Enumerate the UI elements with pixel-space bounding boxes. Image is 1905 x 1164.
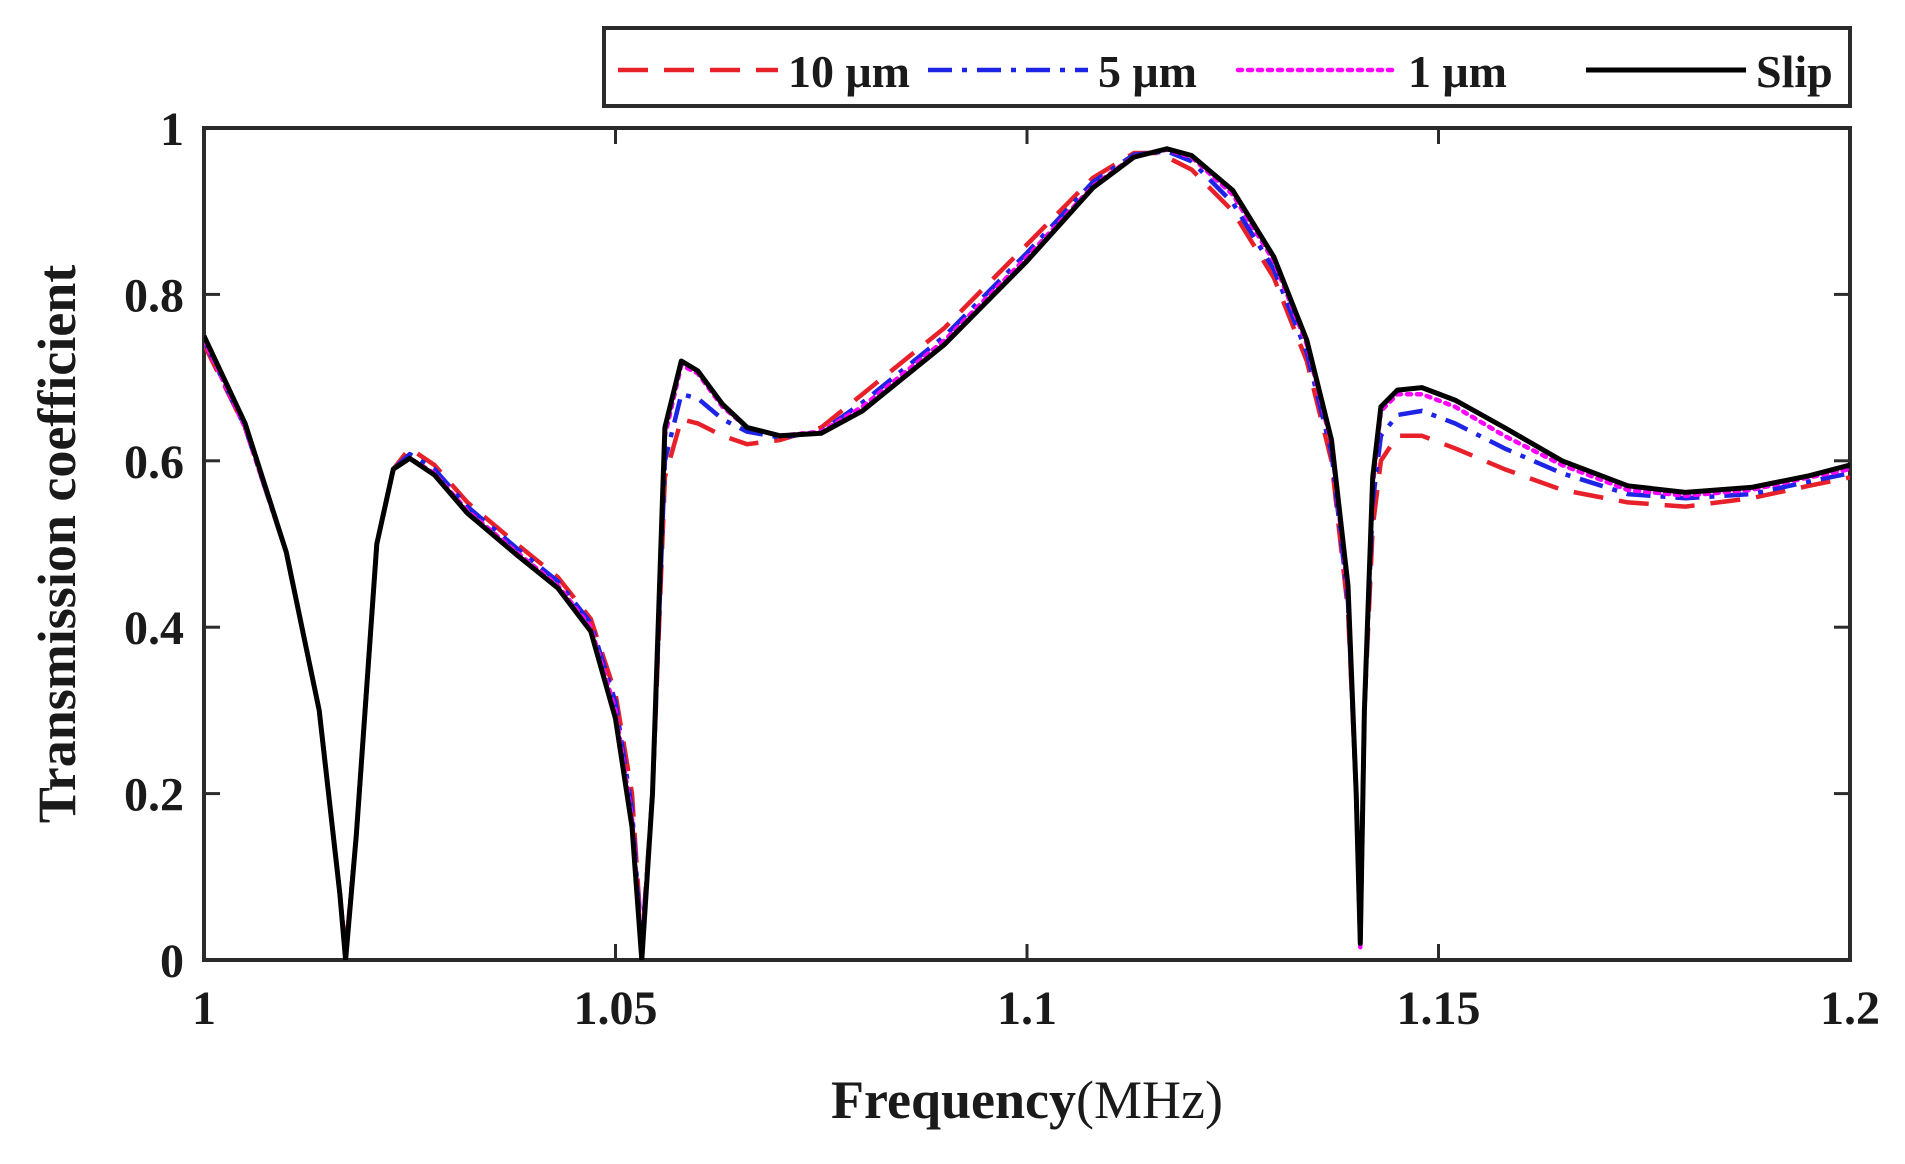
plot-area-frame	[202, 126, 1852, 962]
x-axis-label: Frequency(MHz)	[831, 1070, 1223, 1130]
y-tick-label-5: 1	[160, 103, 184, 156]
x-tick-label-3: 1.15	[1397, 982, 1481, 1035]
x-axis-label-main: Frequency	[831, 1070, 1076, 1130]
legend-label-1: 5 μm	[1098, 46, 1197, 97]
axis-ticks	[202, 126, 1852, 962]
x-tick-labels: 1 1.05 1.1 1.15 1.2	[192, 982, 1880, 1035]
legend-label-2: 1 μm	[1408, 46, 1507, 97]
x-tick-label-4: 1.2	[1820, 982, 1880, 1035]
y-tick-label-3: 0.6	[124, 436, 184, 489]
legend: 10 μm 5 μm 1 μm Slip	[602, 26, 1852, 108]
y-tick-label-1: 0.2	[124, 769, 184, 822]
legend-box	[602, 26, 1852, 108]
y-tick-labels: 0 0.2 0.4 0.6 0.8 1	[124, 103, 184, 988]
series-line-10-m	[204, 150, 1850, 954]
y-tick-label-0: 0	[160, 935, 184, 988]
series-lines	[204, 146, 1850, 960]
x-tick-label-0: 1	[192, 982, 216, 1035]
y-tick-label-4: 0.8	[124, 269, 184, 322]
series-line-Slip	[204, 146, 1850, 960]
y-tick-label-2: 0.4	[124, 602, 184, 655]
x-tick-label-1: 1.05	[574, 982, 658, 1035]
legend-label-3: Slip	[1756, 46, 1833, 97]
legend-label-0: 10 μm	[788, 46, 910, 97]
x-axis-label-unit: (MHz)	[1076, 1070, 1223, 1130]
x-tick-label-2: 1.1	[997, 982, 1057, 1035]
y-axis-label: Transmission coefficient	[27, 265, 87, 823]
